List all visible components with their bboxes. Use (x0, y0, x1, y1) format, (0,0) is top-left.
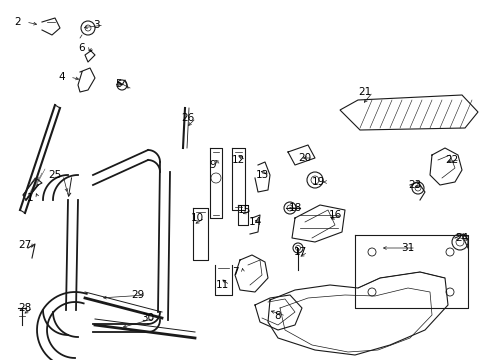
Text: 23: 23 (407, 180, 421, 190)
Text: 27: 27 (19, 240, 32, 250)
Circle shape (451, 234, 467, 250)
Text: 2: 2 (15, 17, 21, 27)
Text: 28: 28 (19, 303, 32, 313)
Circle shape (445, 288, 453, 296)
Text: 5: 5 (115, 79, 121, 89)
Text: 30: 30 (141, 313, 154, 323)
Text: 18: 18 (288, 203, 301, 213)
Text: 14: 14 (248, 217, 261, 227)
Text: 4: 4 (59, 72, 65, 82)
Text: 1: 1 (27, 193, 33, 203)
Text: 22: 22 (445, 155, 458, 165)
Text: 16: 16 (328, 210, 341, 220)
Circle shape (295, 246, 300, 251)
Text: 19: 19 (311, 177, 324, 187)
Circle shape (414, 185, 420, 191)
Text: 3: 3 (93, 20, 99, 30)
Text: 6: 6 (79, 43, 85, 53)
Polygon shape (339, 95, 477, 130)
Text: 25: 25 (48, 170, 61, 180)
Text: 24: 24 (454, 233, 468, 243)
Text: 26: 26 (181, 113, 194, 123)
Circle shape (455, 238, 463, 246)
Text: 29: 29 (131, 290, 144, 300)
Circle shape (85, 25, 91, 31)
Text: 7: 7 (231, 267, 238, 277)
Text: 21: 21 (358, 87, 371, 97)
Circle shape (286, 205, 292, 211)
Circle shape (367, 288, 375, 296)
Circle shape (292, 243, 303, 253)
Circle shape (81, 21, 95, 35)
Text: 20: 20 (298, 153, 311, 163)
Text: 12: 12 (231, 155, 244, 165)
Circle shape (117, 80, 127, 90)
Text: 8: 8 (274, 311, 281, 321)
Circle shape (310, 176, 318, 184)
Text: 17: 17 (293, 247, 306, 257)
Text: 9: 9 (209, 160, 216, 170)
Circle shape (445, 248, 453, 256)
Text: 13: 13 (255, 170, 268, 180)
Circle shape (306, 172, 323, 188)
Circle shape (284, 202, 295, 214)
Text: 15: 15 (237, 205, 250, 215)
Circle shape (367, 248, 375, 256)
Text: 10: 10 (190, 213, 203, 223)
Circle shape (210, 173, 221, 183)
Text: 11: 11 (215, 280, 228, 290)
Circle shape (411, 182, 423, 194)
Text: 31: 31 (401, 243, 414, 253)
